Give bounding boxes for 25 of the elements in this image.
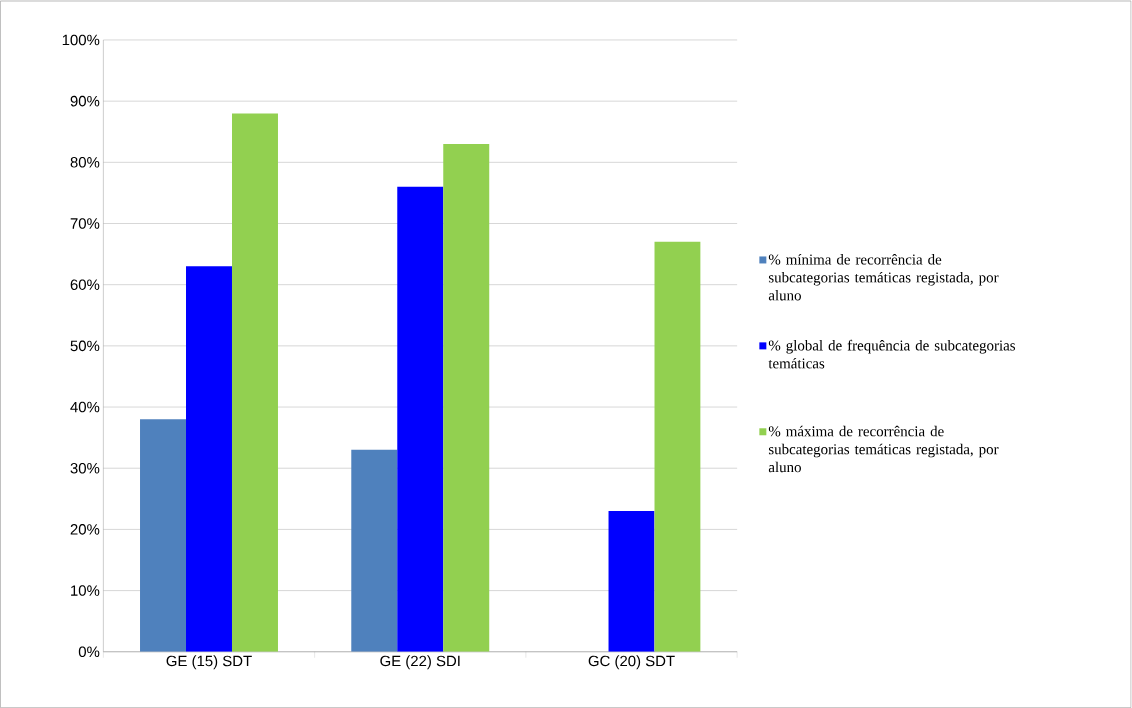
bar <box>443 143 490 652</box>
y-tick-label: 60% <box>70 279 100 290</box>
bar <box>351 449 398 652</box>
bar <box>186 266 232 652</box>
y-tick-label: 70% <box>70 218 100 229</box>
y-tick-label: 30% <box>70 462 100 474</box>
y-tick-label: 40% <box>70 401 100 413</box>
bar <box>140 419 187 652</box>
bar <box>397 186 444 652</box>
legend-label: % global de frequência de subcategorias temáticas <box>768 339 1016 369</box>
x-tick-label: GC (20) SDT <box>588 655 675 670</box>
bar <box>231 113 278 652</box>
y-tick-label: 10% <box>71 585 100 596</box>
y-tick-label: 0% <box>78 646 100 657</box>
x-tick-label: GE (22) SDI <box>380 655 460 670</box>
x-tick-label: GE (15) SDT <box>166 655 252 670</box>
y-tick-label: 90% <box>70 95 100 107</box>
y-tick-label: 80% <box>70 156 100 168</box>
bar <box>654 241 701 652</box>
legend-label: % mínima de recorrência de subcategorias temáticas registada, por aluno <box>768 253 999 301</box>
bar <box>608 510 655 652</box>
y-tick-label: 50% <box>70 340 100 352</box>
y-tick-label: 20% <box>70 524 100 535</box>
y-tick-label: 100% <box>62 34 100 46</box>
legend-label: % máxima de recorrência de subcategorias temáticas registada, por aluno <box>768 425 999 473</box>
